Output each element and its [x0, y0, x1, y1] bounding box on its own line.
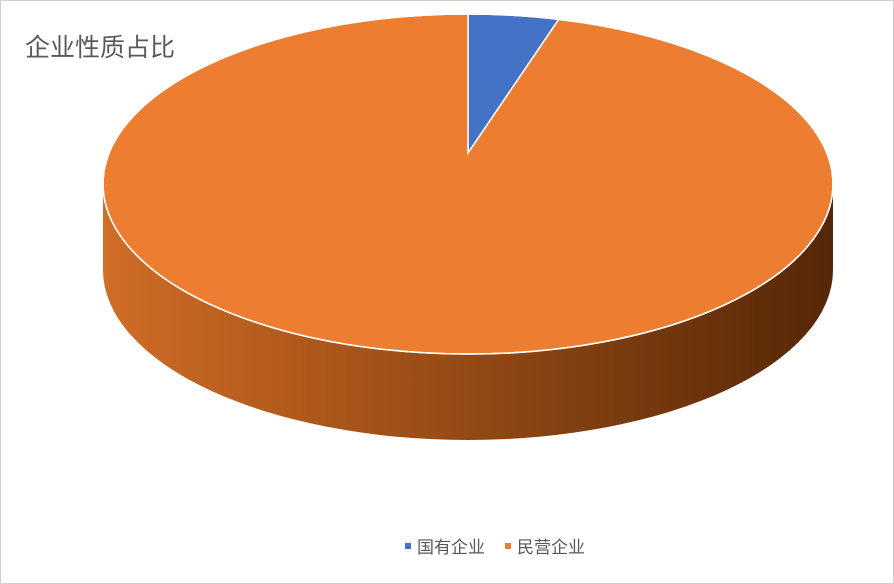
legend-label: 民营企业: [517, 538, 585, 558]
legend-swatch: [505, 542, 511, 549]
pie-slice-2: [102, 13, 834, 355]
legend: 国有企业 民营企业: [405, 533, 585, 558]
pie-side-wall: [103, 184, 833, 440]
legend-label: 国有企业: [417, 538, 485, 558]
chart-title: 企业性质占比: [25, 33, 176, 62]
legend-item: 国有企业: [405, 533, 485, 558]
legend-swatch: [405, 542, 411, 549]
legend-item: 民营企业: [505, 533, 585, 558]
pie-top-outline: [102, 13, 834, 355]
